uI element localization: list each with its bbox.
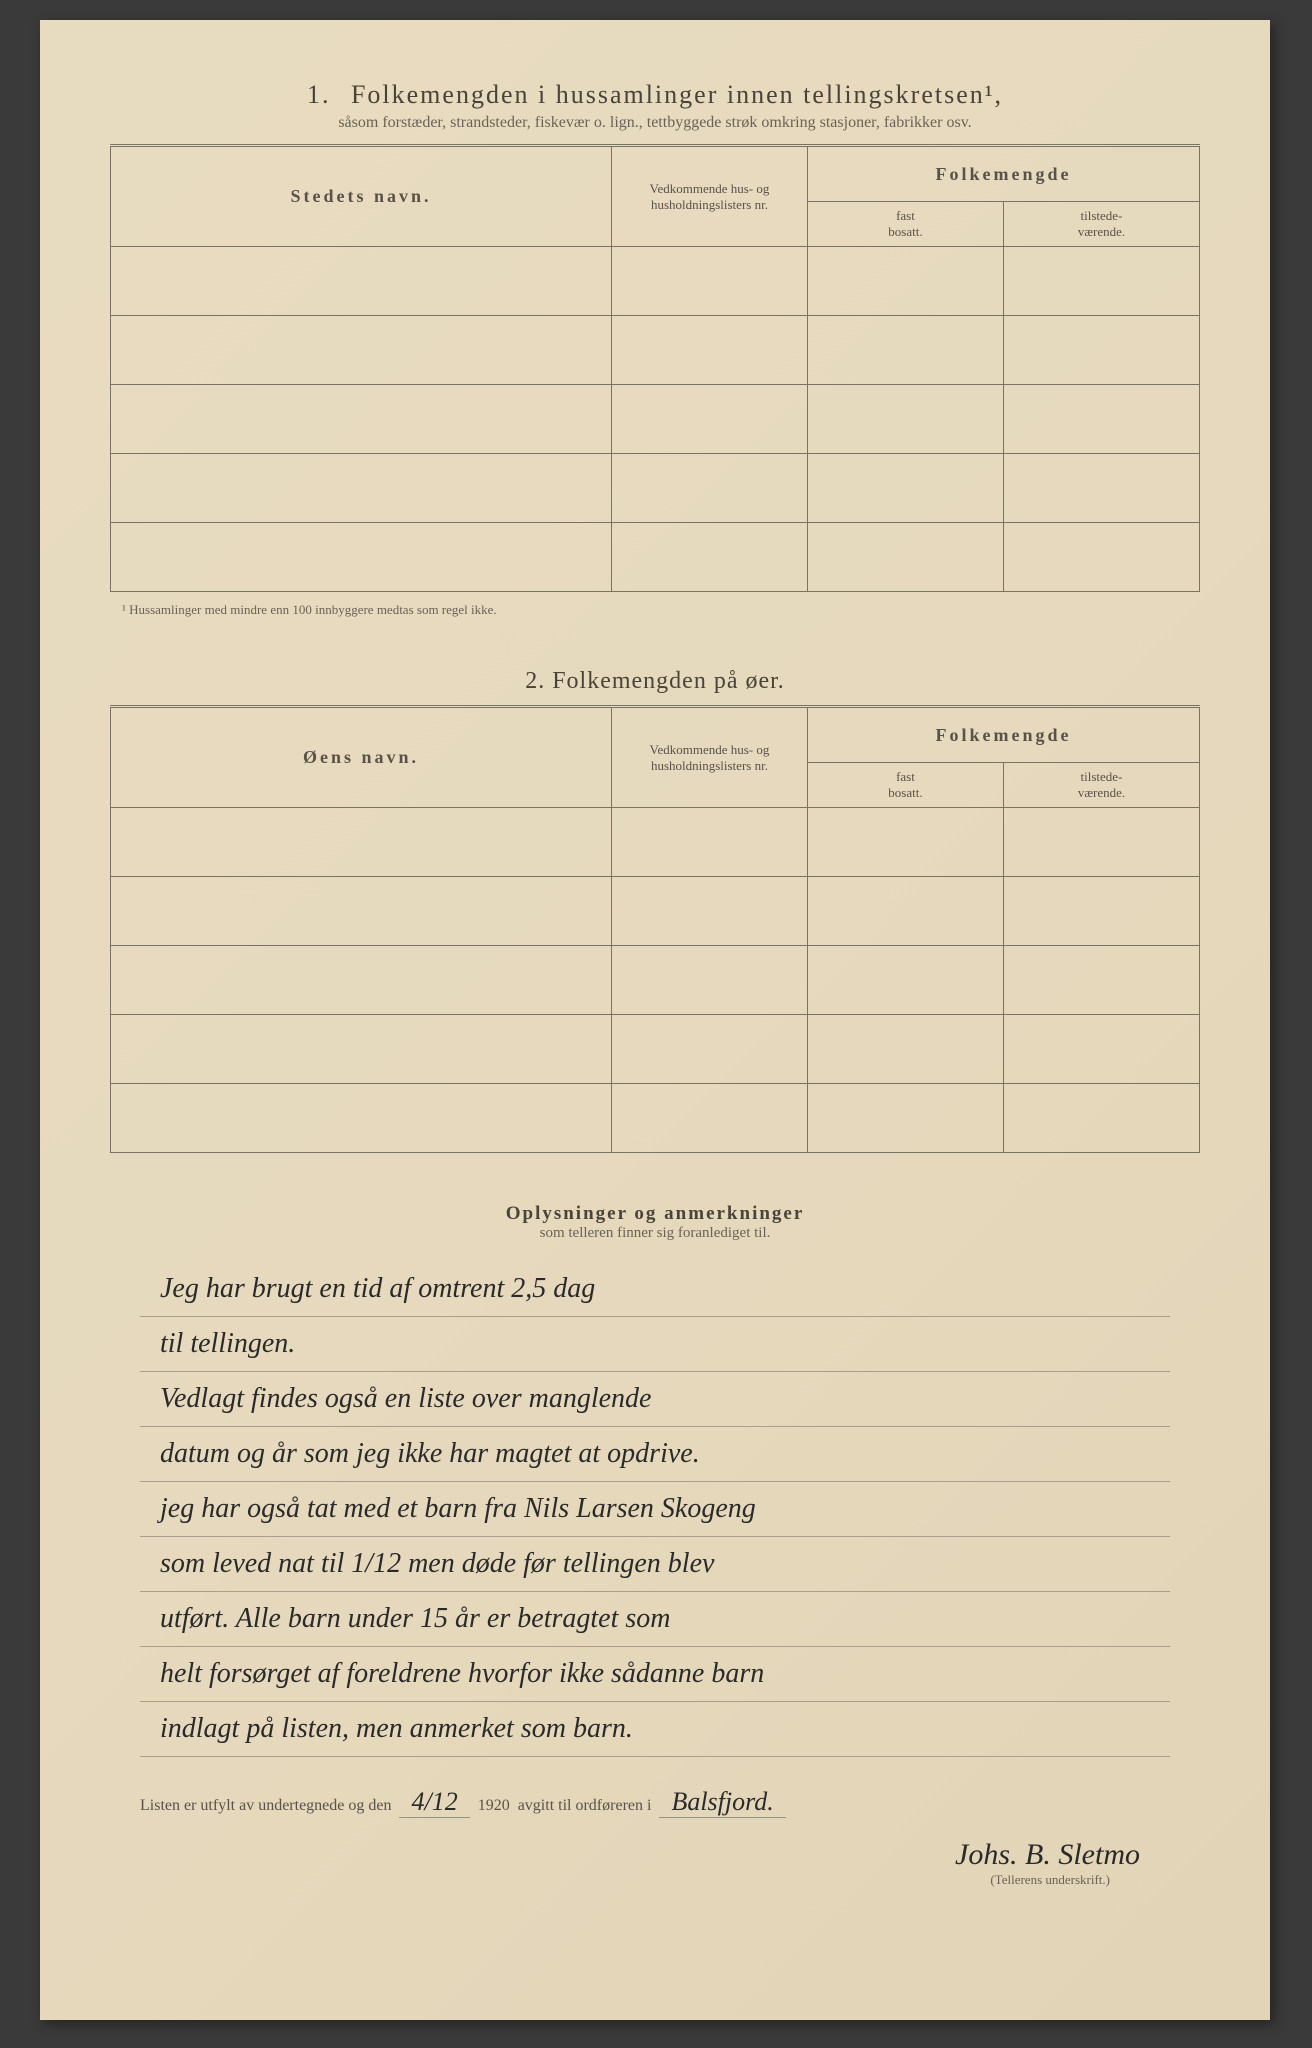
handwritten-line: Vedlagt findes også en liste over mangle… bbox=[140, 1372, 1170, 1427]
section2-table: Øens navn. Vedkommende hus- og husholdni… bbox=[110, 705, 1200, 1153]
section1-title: 1. Folkemengden i hussamlinger innen tel… bbox=[110, 80, 1200, 110]
table-row bbox=[111, 877, 1200, 946]
attestation-line: Listen er utfylt av undertegnede og den … bbox=[140, 1787, 1170, 1818]
section1-table: Stedets navn. Vedkommende hus- og hushol… bbox=[110, 144, 1200, 592]
section1-subtitle: såsom forstæder, strandsteder, fiskevær … bbox=[110, 114, 1200, 132]
handwritten-line: helt forsørget af foreldrene hvorfor ikk… bbox=[140, 1647, 1170, 1702]
table-row bbox=[111, 1084, 1200, 1153]
col-tilstede2: tilstede- værende. bbox=[1003, 763, 1199, 808]
remarks-sub: som telleren finner sig foranlediget til… bbox=[110, 1225, 1200, 1242]
remarks-heading: Oplysninger og anmerkninger bbox=[110, 1203, 1200, 1225]
table-row bbox=[111, 247, 1200, 316]
attestation-date: 4/12 bbox=[399, 1787, 469, 1818]
handwritten-line: Jeg har brugt en tid af omtrent 2,5 dag bbox=[140, 1262, 1170, 1317]
section1-number: 1. bbox=[307, 80, 331, 109]
table-row bbox=[111, 1015, 1200, 1084]
table-row bbox=[111, 808, 1200, 877]
table-row bbox=[111, 454, 1200, 523]
table-row bbox=[111, 385, 1200, 454]
remarks-section: Oplysninger og anmerkninger som telleren… bbox=[110, 1203, 1200, 1242]
table-row bbox=[111, 523, 1200, 592]
section1-title-text: Folkemengden i hussamlinger innen tellin… bbox=[351, 80, 1003, 109]
section2-title-text: Folkemengden på øer. bbox=[552, 668, 785, 694]
col-lists: Vedkommende hus- og husholdningslisters … bbox=[611, 146, 807, 247]
handwritten-line: som leved nat til 1/12 men døde før tell… bbox=[140, 1537, 1170, 1592]
handwritten-line: til tellingen. bbox=[140, 1317, 1170, 1372]
attestation-place: Balsfjord. bbox=[659, 1787, 785, 1818]
handwritten-line: utført. Alle barn under 15 år er betragt… bbox=[140, 1592, 1170, 1647]
col-fast2: fast bosatt. bbox=[807, 763, 1003, 808]
signature-label: (Tellerens underskrift.) bbox=[110, 1872, 1110, 1888]
table-row bbox=[111, 316, 1200, 385]
col-folkemengde: Folkemengde bbox=[807, 146, 1199, 202]
handwritten-block: Jeg har brugt en tid af omtrent 2,5 dag … bbox=[140, 1262, 1170, 1757]
document-page: 1. Folkemengden i hussamlinger innen tel… bbox=[40, 20, 1270, 2020]
handwritten-line: indlagt på listen, men anmerket som barn… bbox=[140, 1702, 1170, 1757]
col-stedets-navn: Stedets navn. bbox=[111, 146, 612, 247]
handwritten-line: datum og år som jeg ikke har magtet at o… bbox=[140, 1427, 1170, 1482]
attestation-prefix: Listen er utfylt av undertegnede og den bbox=[140, 1797, 391, 1815]
col-tilstede: tilstede- værende. bbox=[1003, 202, 1199, 247]
table-row bbox=[111, 946, 1200, 1015]
section1-footnote: ¹ Hussamlinger med mindre enn 100 innbyg… bbox=[122, 602, 1200, 618]
signature: Johs. B. Sletmo bbox=[110, 1838, 1140, 1872]
attestation-year: 1920 bbox=[478, 1797, 510, 1815]
attestation-mid: avgitt til ordføreren i bbox=[518, 1797, 652, 1815]
section2-number: 2. bbox=[525, 668, 545, 694]
col-folkemengde2: Folkemengde bbox=[807, 707, 1199, 763]
col-oens-navn: Øens navn. bbox=[111, 707, 612, 808]
section2-title: 2. Folkemengden på øer. bbox=[110, 668, 1200, 695]
handwritten-line: jeg har også tat med et barn fra Nils La… bbox=[140, 1482, 1170, 1537]
col-lists2: Vedkommende hus- og husholdningslisters … bbox=[611, 707, 807, 808]
col-fast: fast bosatt. bbox=[807, 202, 1003, 247]
